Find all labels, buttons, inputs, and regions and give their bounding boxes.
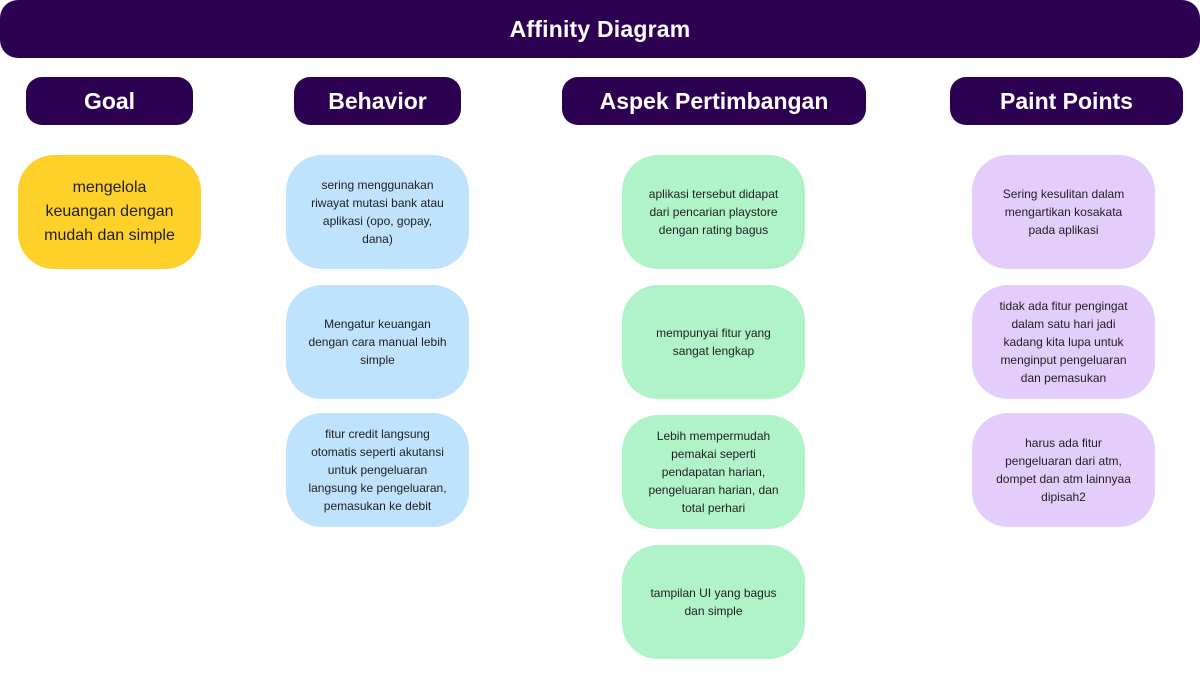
sticky-note-pain-1: Sering kesulitan dalam mengartikan kosak… [972,155,1155,269]
sticky-note-behavior-2: Mengatur keuangan dengan cara manual leb… [286,285,469,399]
column-header-behavior: Behavior [294,77,461,125]
column-header-aspek-pertimbangan: Aspek Pertimbangan [562,77,866,125]
column-header-paint-points: Paint Points [950,77,1183,125]
sticky-note-pain-3: harus ada fitur pengeluaran dari atm, do… [972,413,1155,527]
sticky-note-goal-1: mengelola keuangan dengan mudah dan simp… [18,155,201,269]
sticky-note-behavior-1: sering menggunakan riwayat mutasi bank a… [286,155,469,269]
sticky-note-pain-2: tidak ada fitur pengingat dalam satu har… [972,285,1155,399]
sticky-note-behavior-3: fitur credit langsung otomatis seperti a… [286,413,469,527]
sticky-note-aspek-1: aplikasi tersebut didapat dari pencarian… [622,155,805,269]
column-header-goal: Goal [26,77,193,125]
sticky-note-aspek-4: tampilan UI yang bagus dan simple [622,545,805,659]
diagram-title: Affinity Diagram [0,0,1200,58]
sticky-note-aspek-3: Lebih mempermudah pemakai seperti pendap… [622,415,805,529]
sticky-note-aspek-2: mempunyai fitur yang sangat lengkap [622,285,805,399]
